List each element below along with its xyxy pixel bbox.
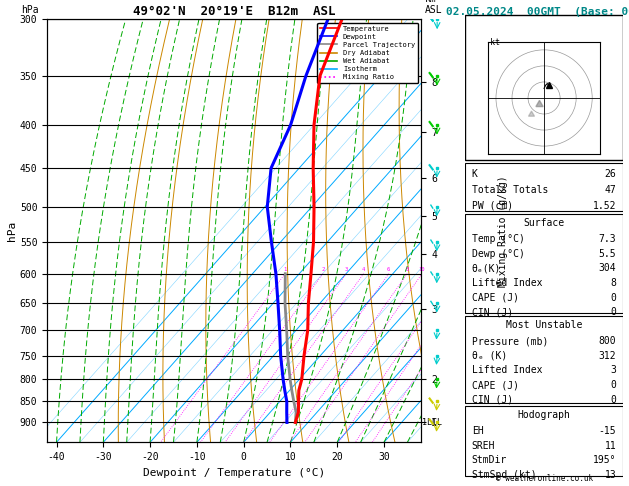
Text: -15: -15 [599,426,616,436]
Text: Totals Totals: Totals Totals [472,185,548,195]
Text: 1: 1 [284,267,287,272]
Text: CIN (J): CIN (J) [472,307,513,317]
Text: 312: 312 [599,351,616,361]
Text: © weatheronline.co.uk: © weatheronline.co.uk [496,473,593,483]
Text: 8: 8 [406,267,409,272]
Text: 3: 3 [345,267,348,272]
Text: Pressure (mb): Pressure (mb) [472,336,548,347]
Text: kt: kt [489,38,499,47]
Text: 304: 304 [599,263,616,274]
Text: 47: 47 [604,185,616,195]
Text: Lifted Index: Lifted Index [472,365,542,376]
Text: 13: 13 [604,470,616,480]
Text: 8: 8 [611,278,616,288]
Text: 3: 3 [611,365,616,376]
Text: 7.3: 7.3 [599,234,616,244]
Text: 0: 0 [611,293,616,303]
Text: CIN (J): CIN (J) [472,395,513,405]
Text: 195°: 195° [593,455,616,466]
Legend: Temperature, Dewpoint, Parcel Trajectory, Dry Adiabat, Wet Adiabat, Isotherm, Mi: Temperature, Dewpoint, Parcel Trajectory… [317,23,418,83]
Text: K: K [472,169,477,179]
Text: StmSpd (kt): StmSpd (kt) [472,470,537,480]
Text: CAPE (J): CAPE (J) [472,293,519,303]
Text: Lifted Index: Lifted Index [472,278,542,288]
Text: 0: 0 [611,395,616,405]
Text: Mixing Ratio (g/kg): Mixing Ratio (g/kg) [498,175,508,287]
Text: Temp (°C): Temp (°C) [472,234,525,244]
Text: Most Unstable: Most Unstable [506,320,582,330]
Text: CAPE (J): CAPE (J) [472,380,519,390]
X-axis label: Dewpoint / Temperature (°C): Dewpoint / Temperature (°C) [143,468,325,478]
Text: PW (cm): PW (cm) [472,201,513,211]
Text: hPa: hPa [21,5,38,15]
Text: 6: 6 [387,267,391,272]
Text: 26: 26 [604,169,616,179]
FancyBboxPatch shape [465,316,623,403]
FancyBboxPatch shape [465,214,623,313]
Text: EH: EH [472,426,484,436]
Text: 4: 4 [362,267,365,272]
Text: 1LCL: 1LCL [422,418,442,427]
Text: Dewp (°C): Dewp (°C) [472,249,525,259]
Text: θₑ (K): θₑ (K) [472,351,507,361]
Text: 10: 10 [419,267,425,272]
Text: 0: 0 [611,380,616,390]
Text: θₑ(K): θₑ(K) [472,263,501,274]
FancyBboxPatch shape [465,163,623,211]
Text: 2: 2 [321,267,325,272]
Text: km
ASL: km ASL [425,0,443,15]
Text: 11: 11 [604,441,616,451]
Text: SREH: SREH [472,441,495,451]
Text: StmDir: StmDir [472,455,507,466]
Text: Hodograph: Hodograph [518,410,571,420]
Text: 1.52: 1.52 [593,201,616,211]
FancyBboxPatch shape [465,15,623,160]
Text: 0: 0 [611,307,616,317]
Text: 02.05.2024  00GMT  (Base: 00): 02.05.2024 00GMT (Base: 00) [446,7,629,17]
Text: 5.5: 5.5 [599,249,616,259]
Y-axis label: hPa: hPa [7,221,17,241]
Title: 49°02'N  20°19'E  B12m  ASL: 49°02'N 20°19'E B12m ASL [133,5,335,18]
Text: 800: 800 [599,336,616,347]
FancyBboxPatch shape [465,406,623,476]
Text: Surface: Surface [523,218,565,228]
